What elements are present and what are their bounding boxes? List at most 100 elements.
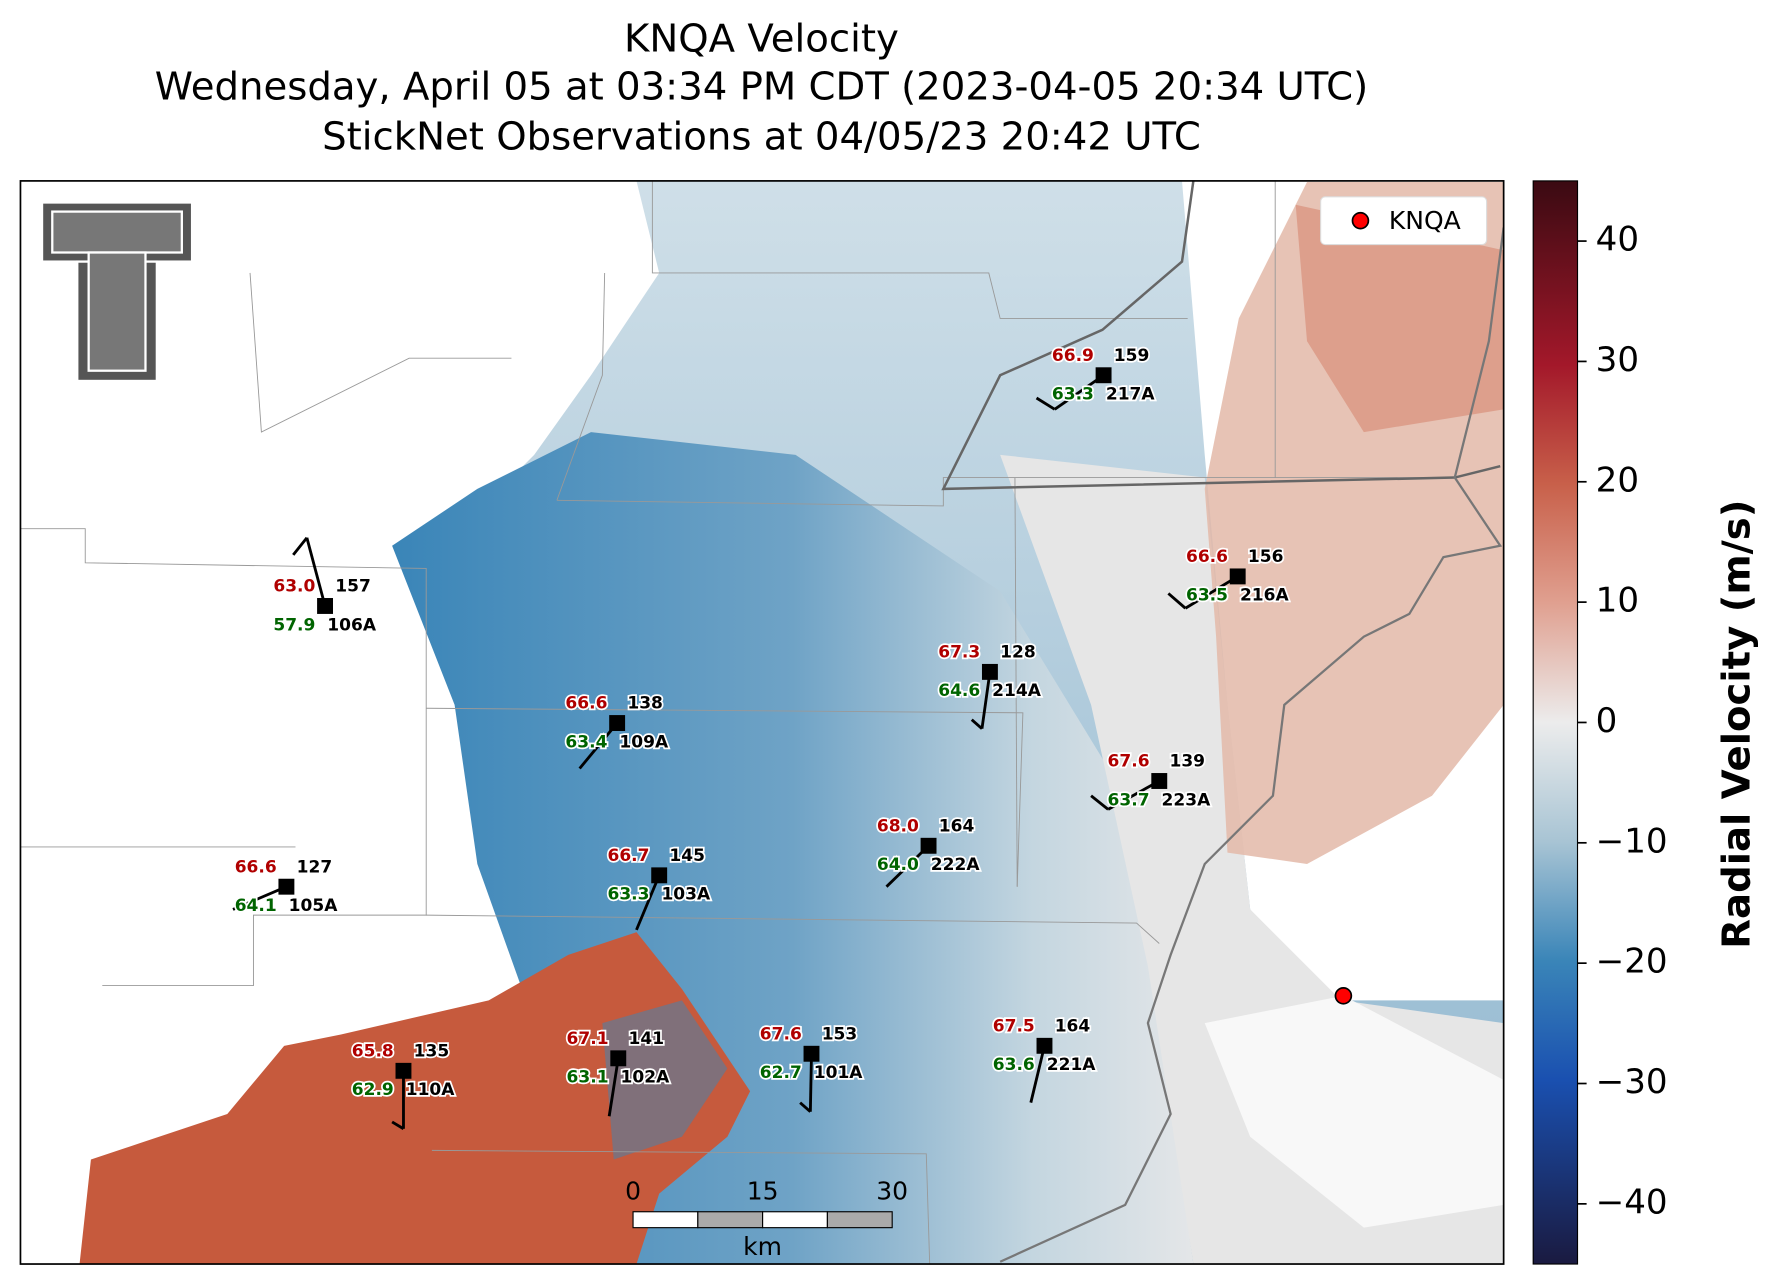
station-value: 127	[297, 857, 333, 877]
legend: KNQA	[1320, 196, 1488, 246]
wind-barb	[607, 1058, 620, 1117]
dewpoint: 64.1	[235, 896, 277, 916]
observations-time: StickNet Observations at 04/05/23 20:42 …	[322, 114, 1201, 159]
temperature: 67.6	[760, 1024, 802, 1044]
station-value: 164	[939, 816, 975, 836]
colorbar-tick-label: −30	[1596, 1062, 1668, 1102]
scale-label: 15	[747, 1176, 779, 1205]
station-value: 157	[335, 577, 371, 597]
station-id: 102A	[621, 1068, 671, 1088]
station-marker	[981, 663, 998, 680]
legend-label: KNQA	[1389, 206, 1461, 235]
ttu-logo	[40, 201, 194, 383]
station-id: 110A	[406, 1080, 456, 1100]
station-id: 101A	[814, 1063, 864, 1083]
wind-barb-flag	[1090, 794, 1110, 811]
title: KNQA Velocity	[624, 17, 899, 62]
temperature: 67.1	[567, 1029, 609, 1049]
county-lines	[20, 180, 1455, 1265]
station-value: 138	[627, 694, 663, 714]
radar-site	[1334, 986, 1353, 1005]
scale-label: 0	[625, 1176, 641, 1205]
station-value: 139	[1169, 752, 1205, 772]
wind-barb	[635, 874, 661, 931]
colorbar-tick-label: 30	[1596, 340, 1639, 380]
wind-barb	[305, 537, 327, 607]
dewpoint: 63.7	[1108, 790, 1150, 810]
radar-clutter	[1204, 995, 1504, 1228]
station-value: 153	[822, 1024, 858, 1044]
station-value: 145	[669, 846, 705, 866]
colorbar-tick-label: −10	[1596, 821, 1668, 861]
station-id: 216A	[1240, 586, 1290, 606]
station-id: 217A	[1106, 385, 1156, 405]
temperature: 67.6	[1108, 752, 1150, 772]
station-marker	[1151, 773, 1168, 789]
dewpoint: 63.3	[607, 885, 649, 905]
station-marker	[317, 598, 334, 614]
station-id: 103A	[661, 885, 711, 905]
wind-barb	[1107, 779, 1160, 811]
map-frame	[19, 180, 1505, 1265]
temperature: 63.0	[273, 577, 315, 597]
temperature: 66.6	[565, 694, 607, 714]
colorbar-tick-label: 20	[1596, 460, 1639, 500]
temperature: 66.6	[235, 857, 277, 877]
dewpoint: 64.0	[877, 855, 919, 875]
dewpoint: 63.5	[1186, 586, 1228, 606]
colorbar-tick-label: −20	[1596, 942, 1668, 982]
station-marker	[803, 1045, 820, 1062]
scale-bar: 0 15 30 km	[625, 1176, 908, 1261]
colorbar-tick-label: 40	[1596, 220, 1639, 260]
colorbar-ticks: −40 −30 −20 −10 0 10 20 30 40	[1577, 220, 1668, 1222]
wind-barb-flag	[1035, 396, 1056, 411]
wind-barb-flag	[1167, 592, 1187, 610]
temperature: 66.9	[1052, 346, 1094, 366]
wind-barb	[232, 885, 287, 911]
legend-marker	[1351, 211, 1370, 230]
wind-barb	[1053, 374, 1105, 411]
wind-barb-flag	[970, 718, 983, 730]
dewpoint: 63.4	[565, 732, 607, 752]
temperature: 66.7	[607, 846, 649, 866]
station-value: 159	[1114, 346, 1150, 366]
station-id: 106A	[327, 615, 377, 635]
station-marker	[1229, 568, 1246, 585]
wind-barb-flag	[799, 1101, 812, 1113]
station-marker	[1095, 367, 1112, 384]
station-id: 221A	[1047, 1055, 1097, 1075]
dewpoint: 64.6	[938, 681, 980, 701]
colorbar-label: Radial Velocity (m/s)	[1714, 500, 1759, 949]
colorbar-tick-label: −40	[1596, 1182, 1668, 1222]
scale-label: 30	[876, 1176, 908, 1205]
station-value: 128	[1000, 643, 1036, 663]
station-marker	[395, 1062, 412, 1079]
dewpoint: 63.3	[1052, 385, 1094, 405]
wind-barb	[1029, 1045, 1046, 1103]
scale-unit: km	[743, 1232, 782, 1261]
colorbar	[1532, 180, 1579, 1265]
station-marker	[610, 1050, 627, 1067]
stations: 63.0 57.9 157 106A 66.6 63.4 138 109A 66.7 63.3 14…	[232, 344, 1291, 1130]
station-marker	[651, 867, 668, 884]
temperature: 66.6	[1186, 547, 1228, 567]
station-marker	[609, 715, 626, 731]
dewpoint: 62.7	[760, 1063, 802, 1083]
temperature: 68.0	[877, 816, 919, 836]
temperature: 65.8	[352, 1041, 394, 1061]
station-value: 135	[414, 1041, 450, 1061]
subtitle: Wednesday, April 05 at 03:34 PM CDT (202…	[155, 64, 1368, 109]
station-id: 109A	[619, 732, 669, 752]
temperature: 67.3	[938, 643, 980, 663]
wind-barb	[980, 671, 992, 729]
dewpoint: 62.9	[352, 1080, 394, 1100]
wind-barb-flag	[391, 1120, 405, 1130]
station-id: 222A	[931, 855, 981, 875]
radar-field	[20, 180, 1504, 1265]
station-marker	[1036, 1037, 1053, 1054]
wind-barb	[808, 1053, 813, 1112]
station-marker	[920, 837, 937, 854]
station-id: 214A	[992, 681, 1042, 701]
dewpoint: 63.6	[993, 1055, 1035, 1075]
